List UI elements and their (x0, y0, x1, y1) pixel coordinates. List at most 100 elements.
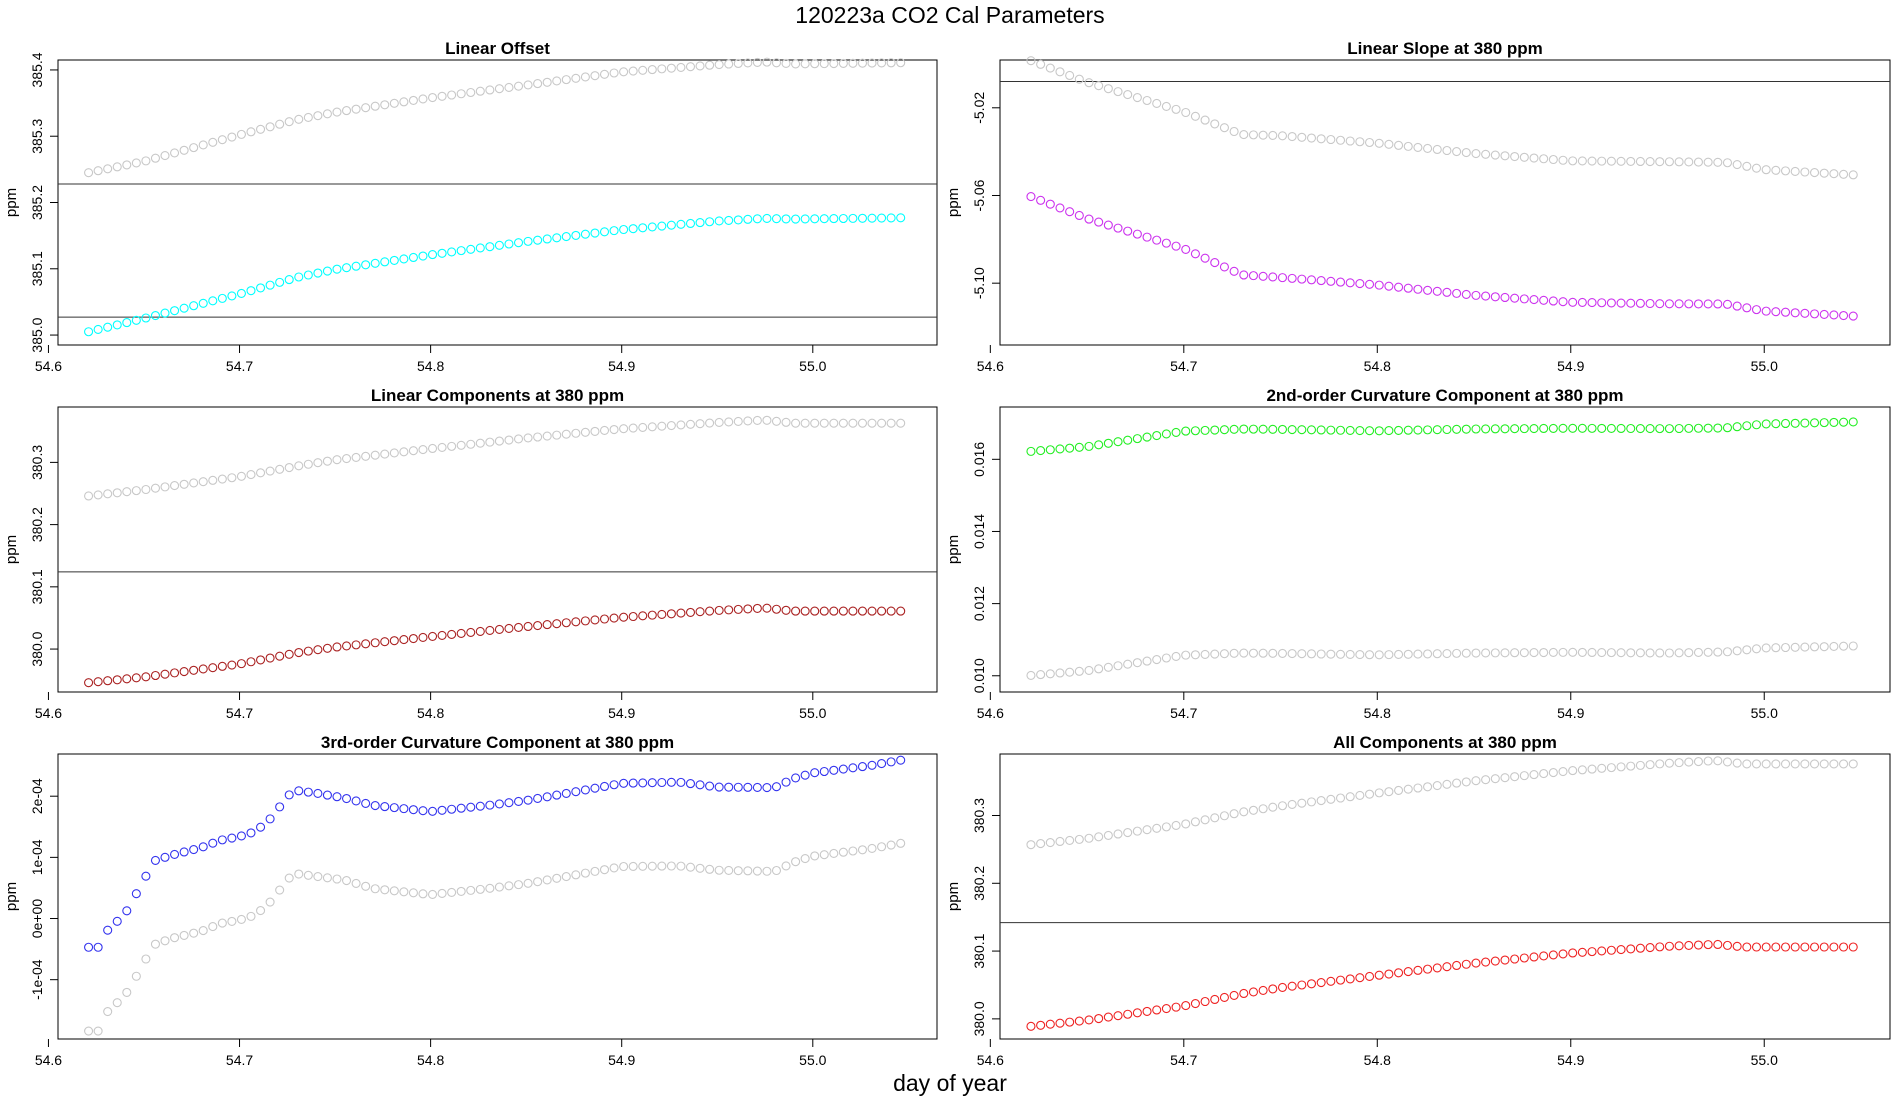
data-point (103, 925, 113, 935)
data-point (1074, 834, 1084, 844)
series-purple (1026, 192, 1858, 321)
data-point (84, 1026, 94, 1036)
data-point (1481, 775, 1491, 785)
y-tick-label: 385.2 (29, 185, 45, 220)
data-point (1355, 279, 1365, 289)
data-point (666, 420, 676, 431)
data-point (1461, 959, 1471, 969)
data-point (351, 640, 361, 650)
data-point (523, 236, 533, 246)
data-point (1287, 649, 1297, 659)
data-point (1780, 418, 1791, 429)
data-point (1065, 207, 1075, 217)
data-point (1210, 813, 1220, 823)
data-point (1026, 1021, 1036, 1031)
data-point (752, 57, 762, 67)
data-point (217, 474, 227, 484)
data-point (666, 609, 676, 619)
data-point (1306, 649, 1317, 659)
data-point (1200, 996, 1210, 1007)
data-point (1036, 670, 1046, 680)
data-point (523, 80, 533, 90)
data-point (1539, 647, 1549, 658)
data-point (638, 422, 648, 432)
data-point (571, 617, 581, 627)
data-point (1780, 942, 1791, 952)
data-point (112, 320, 122, 330)
data-point (122, 906, 132, 916)
panel-1: Linear Offset 54.6 54.7 54.8 54.9 55.0 385.0 38… (3, 39, 938, 374)
data-point (1751, 644, 1762, 654)
data-point (666, 777, 676, 787)
data-point (781, 417, 791, 427)
data-point (303, 646, 313, 656)
data-point (1248, 271, 1259, 281)
data-point (1277, 273, 1288, 283)
data-point (370, 258, 380, 268)
data-point (1587, 764, 1597, 774)
data-point (724, 417, 734, 427)
data-point (294, 869, 304, 879)
data-point (1074, 74, 1084, 84)
data-point (1751, 942, 1762, 952)
data-point (112, 998, 122, 1008)
data-point (294, 272, 304, 282)
data-point (1335, 975, 1346, 985)
data-point (275, 651, 285, 661)
data-point (1490, 424, 1500, 434)
data-point (437, 805, 447, 815)
data-point (160, 669, 170, 679)
data-point (1142, 95, 1152, 106)
data-point (131, 315, 141, 325)
data-point (762, 783, 772, 793)
data-point (705, 60, 715, 70)
series-blue (84, 755, 906, 952)
data-point (1539, 295, 1549, 305)
data-point (1519, 648, 1529, 658)
x-tick-label: 54.7 (1170, 358, 1197, 374)
x-tick-label: 54.9 (608, 1052, 635, 1068)
data-point (1277, 648, 1288, 658)
x-tick-label: 54.9 (1557, 1052, 1584, 1068)
data-point (1664, 299, 1674, 309)
y-tick-label: 0.010 (971, 658, 987, 693)
data-point (1684, 757, 1694, 767)
series-grey (1026, 756, 1858, 850)
data-point (131, 486, 141, 496)
data-point (676, 219, 686, 229)
data-point (1277, 131, 1288, 141)
data-point (380, 449, 390, 459)
data-point (857, 213, 868, 223)
data-point (1074, 210, 1084, 221)
data-point (447, 247, 457, 257)
data-point (1742, 421, 1752, 431)
data-point (447, 887, 457, 897)
y-tick-label: 380.1 (971, 933, 987, 968)
data-point (781, 214, 791, 224)
data-point (1761, 759, 1771, 769)
data-point (705, 418, 715, 428)
data-point (284, 873, 294, 883)
data-point (1277, 424, 1288, 434)
data-point (1674, 941, 1684, 951)
data-point (494, 436, 504, 446)
data-point (1713, 423, 1723, 433)
data-point (150, 855, 161, 865)
data-point (246, 286, 256, 296)
data-point (1345, 792, 1355, 802)
x-tick-label: 54.7 (226, 705, 253, 721)
data-point (427, 92, 438, 103)
data-point (791, 59, 801, 69)
data-point (1616, 762, 1626, 772)
data-point (265, 466, 275, 476)
data-point (685, 62, 696, 72)
data-point (265, 897, 275, 907)
data-point (236, 129, 246, 139)
data-point (427, 631, 438, 641)
data-point (227, 833, 237, 843)
data-point (1751, 420, 1762, 430)
data-point (771, 865, 782, 876)
panel-6: All Components at 380 ppm 54.6 54.7 54.8 54.… (945, 733, 1891, 1068)
data-point (1742, 645, 1752, 655)
data-point (542, 431, 552, 441)
